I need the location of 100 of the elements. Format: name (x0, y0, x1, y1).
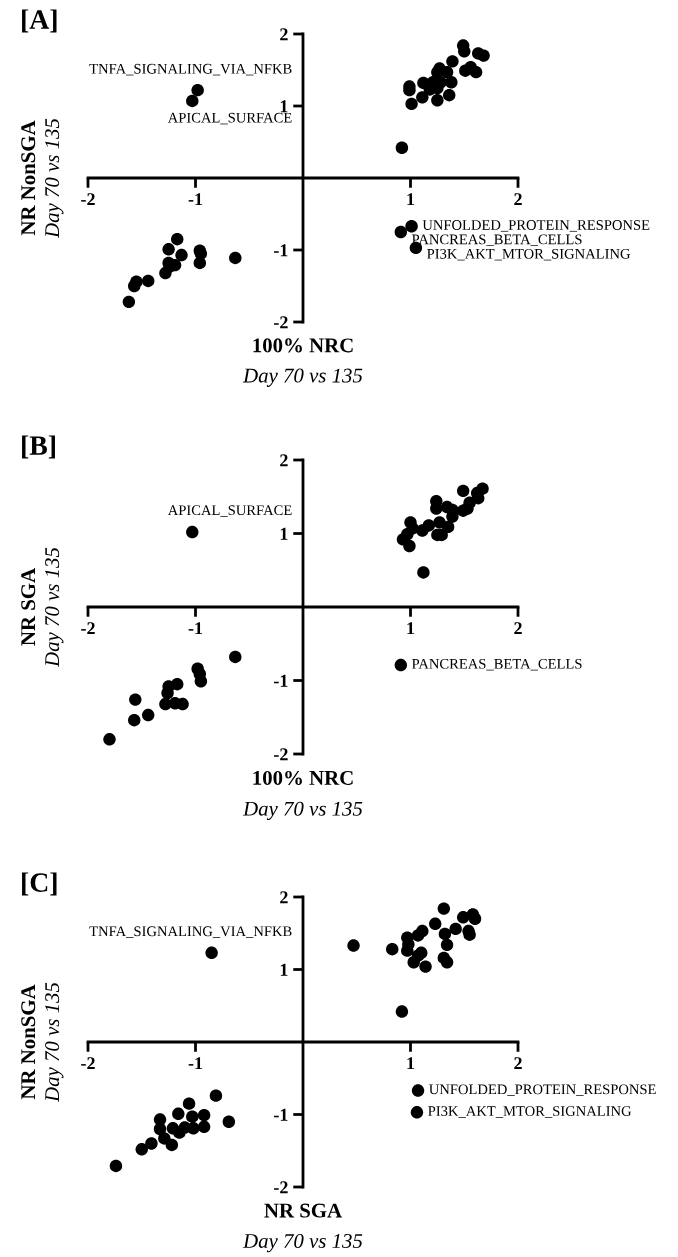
y-tick-label: 1 (280, 963, 288, 976)
point (193, 256, 207, 270)
y-tick-label: 1 (280, 527, 288, 540)
point (433, 516, 446, 529)
point (440, 938, 454, 952)
point (386, 942, 399, 956)
point (416, 91, 429, 104)
chart-title: [B] (22, 435, 55, 459)
point (135, 1143, 148, 1156)
point (411, 1084, 425, 1097)
point (417, 566, 430, 579)
point (128, 279, 141, 293)
point (445, 76, 458, 89)
x-tick-label: -1 (188, 193, 203, 206)
point (449, 922, 462, 936)
point (197, 1109, 211, 1122)
point (129, 693, 142, 706)
y-tick-label: 2 (280, 28, 288, 41)
annotation: UNFOLDED_PROTEIN_RESPONSE (422, 220, 650, 232)
point (407, 956, 420, 969)
y-tick-label: -2 (274, 1181, 288, 1194)
point (109, 1159, 123, 1173)
point (182, 1097, 196, 1110)
point (186, 525, 199, 539)
point (229, 251, 242, 265)
y-axis-title: NR SGA Day 70 vs 135 (21, 547, 64, 668)
point (153, 1122, 167, 1136)
point (194, 675, 208, 688)
point (222, 1115, 236, 1128)
chart-title: [A] (22, 9, 57, 33)
point (141, 708, 155, 722)
point (395, 141, 409, 154)
point (477, 49, 490, 62)
point (411, 929, 425, 942)
point (403, 539, 416, 553)
point (431, 94, 444, 107)
point (469, 65, 483, 79)
annotation: APICAL_SURFACE (167, 112, 292, 125)
point (172, 1107, 185, 1120)
annotation: UNFOLDED_PROTEIN_RESPONSE (429, 1084, 656, 1096)
point (394, 225, 408, 239)
point (162, 243, 175, 256)
y-tick-label: 1 (280, 100, 288, 113)
point (416, 524, 429, 537)
point (145, 1137, 158, 1150)
y-tick-label: -1 (274, 244, 288, 257)
annotation: PI3K_AKT_MTOR_SIGNALING (428, 1106, 632, 1118)
point (191, 83, 204, 97)
y-axis-title: NR NonSGA Day 70 vs 135 (21, 118, 64, 239)
point (171, 232, 184, 246)
y-tick-label: 2 (280, 891, 288, 904)
x-tick-label: 1 (407, 193, 415, 206)
point (429, 917, 442, 931)
x-tick-label: -1 (188, 1057, 203, 1070)
point (446, 55, 459, 68)
point (456, 911, 470, 924)
point (419, 960, 432, 973)
point (405, 220, 418, 233)
x-axis-title: 100% NRC Day 70 vs 135 (242, 770, 363, 821)
point (205, 946, 218, 960)
point (394, 658, 408, 672)
x-tick-label: -2 (81, 622, 95, 635)
y-tick-label: -1 (274, 1108, 288, 1121)
x-axis-title: NR SGA Day 70 vs 135 (242, 1203, 363, 1253)
y-axis-title: NR NonSGA Day 70 vs 135 (21, 982, 64, 1103)
point (456, 484, 470, 498)
point (461, 502, 474, 515)
x-tick-label: 2 (514, 1057, 522, 1070)
point (165, 1138, 179, 1152)
x-tick-label: -2 (81, 193, 95, 206)
annotation: PI3K_AKT_MTOR_SIGNALING (427, 248, 631, 261)
point (187, 1122, 200, 1135)
annotation: PANCREAS_BETA_CELLS (411, 658, 582, 671)
point (103, 733, 116, 746)
point (128, 713, 141, 727)
point (438, 927, 452, 941)
annotation: APICAL_SURFACE (167, 505, 292, 517)
chart-title: [C] (22, 872, 57, 896)
x-tick-label: -2 (81, 1057, 95, 1070)
x-tick-label: 1 (407, 622, 415, 635)
y-tick-label: -2 (274, 316, 288, 329)
point (197, 1120, 211, 1134)
y-tick-label: -1 (274, 674, 288, 687)
point (176, 697, 189, 711)
point (186, 94, 199, 108)
annotation: TNFA_SIGNALING_VIA_NFKB (89, 63, 292, 76)
point (440, 65, 454, 79)
x-axis-title: 100% NRC Day 70 vs 135 (242, 338, 363, 387)
point (186, 1110, 199, 1123)
annotation: TNFA_SIGNALING_VIA_NFKB (89, 926, 292, 938)
point (209, 1089, 223, 1102)
y-tick-label: 2 (280, 454, 288, 467)
point (437, 902, 451, 915)
point (161, 686, 174, 700)
x-tick-label: 2 (514, 193, 522, 206)
point (347, 939, 360, 952)
point (442, 88, 456, 102)
x-tick-label: 1 (407, 1057, 415, 1070)
point (440, 956, 454, 969)
point (175, 248, 188, 262)
